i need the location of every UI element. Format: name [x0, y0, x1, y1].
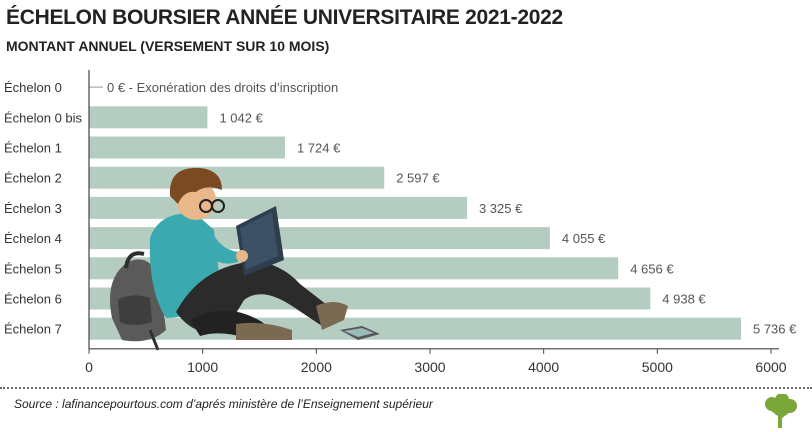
data-label: 1 724 €	[297, 141, 341, 156]
category-label: Échelon 3	[4, 201, 62, 216]
x-tick-label: 6000	[755, 359, 786, 375]
data-label: 4 055 €	[562, 231, 606, 246]
x-tick-label: 4000	[528, 359, 559, 375]
x-tick-label: 2000	[301, 359, 332, 375]
category-label: Échelon 6	[4, 292, 62, 307]
category-label: Échelon 7	[4, 322, 62, 337]
source-note: Source : lafinancepourtous.com d’aprés m…	[14, 397, 433, 411]
x-tick-label: 1000	[187, 359, 218, 375]
category-label: Échelon 0	[4, 80, 62, 95]
category-label: Échelon 5	[4, 261, 62, 276]
x-tick-label: 0	[85, 359, 93, 375]
footer-divider	[0, 387, 812, 389]
category-label: Échelon 2	[4, 171, 62, 186]
x-tick-label: 3000	[414, 359, 445, 375]
student-reading-illustration	[110, 167, 380, 351]
bar	[89, 106, 208, 129]
data-label: 4 656 €	[630, 261, 674, 276]
data-label: 1 042 €	[219, 110, 263, 125]
data-label: 5 736 €	[753, 322, 797, 337]
data-label: 4 938 €	[662, 292, 706, 307]
data-label: 2 597 €	[396, 171, 440, 186]
category-label: Échelon 0 bis	[4, 110, 83, 125]
bar	[89, 196, 467, 219]
bar	[89, 166, 385, 189]
category-label: Échelon 4	[4, 231, 62, 246]
data-label: 3 325 €	[479, 201, 523, 216]
category-label: Échelon 1	[4, 141, 62, 156]
chart-title: ÉCHELON BOURSIER ANNÉE UNIVERSITAIRE 202…	[6, 6, 563, 29]
tree-logo-icon	[765, 394, 797, 428]
bar	[89, 136, 285, 159]
data-label: 0 € - Exonération des droits d’inscripti…	[107, 80, 338, 95]
chart-subtitle: MONTANT ANNUEL (VERSEMENT SUR 10 MOIS)	[6, 38, 330, 54]
x-tick-label: 5000	[642, 359, 673, 375]
